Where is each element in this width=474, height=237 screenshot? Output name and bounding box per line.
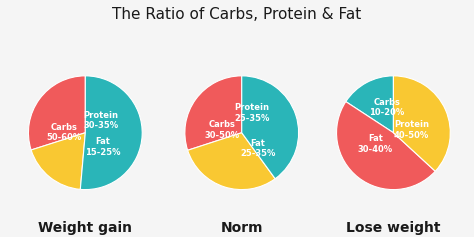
- Text: Norm: Norm: [220, 221, 263, 235]
- Wedge shape: [346, 76, 393, 133]
- Wedge shape: [31, 133, 85, 189]
- Text: Fat
15-25%: Fat 15-25%: [85, 137, 120, 157]
- Text: Protein
30-35%: Protein 30-35%: [84, 110, 119, 130]
- Text: Weight gain: Weight gain: [38, 221, 132, 235]
- Text: Carbs
10-20%: Carbs 10-20%: [369, 98, 404, 117]
- Wedge shape: [28, 76, 85, 150]
- Wedge shape: [242, 76, 299, 179]
- Wedge shape: [188, 133, 275, 190]
- Text: Fat
25-35%: Fat 25-35%: [240, 139, 275, 158]
- Text: Carbs
30-50%: Carbs 30-50%: [204, 120, 239, 140]
- Text: The Ratio of Carbs, Protein & Fat: The Ratio of Carbs, Protein & Fat: [112, 7, 362, 22]
- Wedge shape: [337, 102, 435, 190]
- Text: Protein
40-50%: Protein 40-50%: [394, 120, 429, 140]
- Wedge shape: [80, 76, 142, 190]
- Text: Lose weight: Lose weight: [346, 221, 441, 235]
- Text: Carbs
50-60%: Carbs 50-60%: [46, 123, 82, 142]
- Text: Protein
25-35%: Protein 25-35%: [234, 103, 270, 123]
- Text: Fat
30-40%: Fat 30-40%: [358, 134, 393, 154]
- Wedge shape: [185, 76, 242, 150]
- Wedge shape: [393, 76, 450, 171]
